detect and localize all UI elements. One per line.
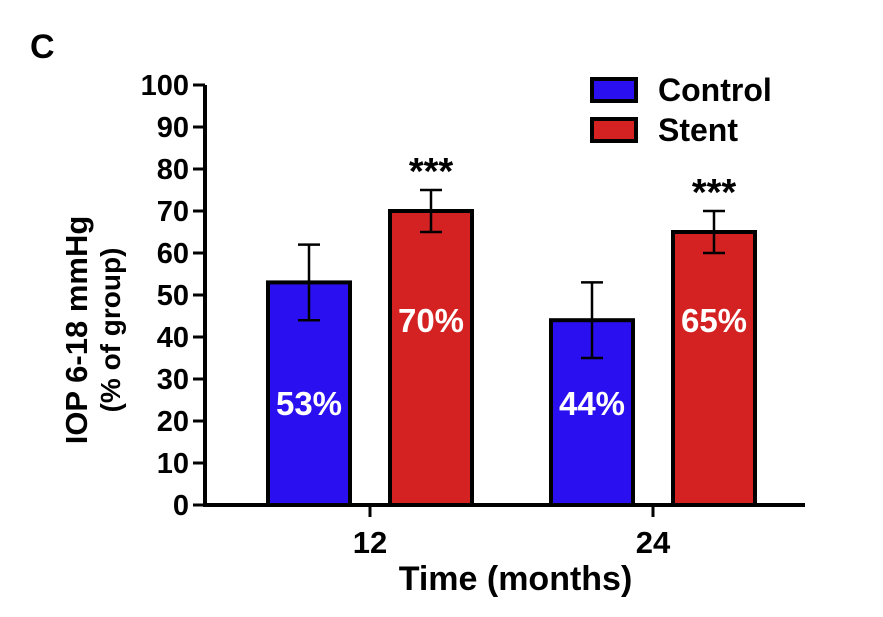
data-label: 44% — [559, 385, 625, 422]
data-label: 53% — [276, 385, 342, 422]
data-label: 65% — [681, 302, 747, 339]
y-axis-label-line2: (% of group) — [95, 247, 126, 413]
y-tick-label: 100 — [141, 70, 189, 102]
x-axis-label-wrap: Time (months) — [0, 560, 883, 599]
y-axis-label-line1: IOP 6-18 mmHg — [59, 215, 94, 445]
legend: Control Stent — [590, 70, 772, 150]
y-tick-label: 20 — [157, 406, 189, 438]
legend-label-control: Control — [658, 71, 772, 108]
legend-label-stent: Stent — [658, 111, 738, 148]
legend-swatch-stent — [590, 117, 638, 143]
x-tick-label: 12 — [353, 525, 387, 560]
bar-stent — [671, 230, 757, 507]
y-tick-label: 80 — [157, 154, 189, 186]
y-tick-label: 90 — [157, 112, 189, 144]
y-tick-label: 30 — [157, 364, 189, 396]
x-axis-label: Time (months) — [398, 560, 633, 598]
significance-annotation: *** — [409, 151, 454, 193]
legend-swatch-control — [590, 77, 638, 103]
x-tick-label: 24 — [636, 525, 671, 560]
significance-annotation: *** — [692, 172, 737, 214]
y-tick-label: 70 — [157, 196, 189, 228]
y-axis-label: IOP 6-18 mmHg (% of group) — [59, 215, 128, 445]
y-tick-label: 40 — [157, 322, 189, 354]
panel-label: C — [30, 28, 55, 66]
y-tick-label: 50 — [157, 280, 189, 312]
y-tick-label: 10 — [157, 448, 189, 480]
y-tick-label: 60 — [157, 238, 189, 270]
data-label: 70% — [398, 302, 464, 339]
y-tick-label: 0 — [173, 490, 189, 522]
bar-stent — [388, 209, 474, 507]
legend-item-stent: Stent — [590, 110, 772, 150]
legend-item-control: Control — [590, 70, 772, 110]
